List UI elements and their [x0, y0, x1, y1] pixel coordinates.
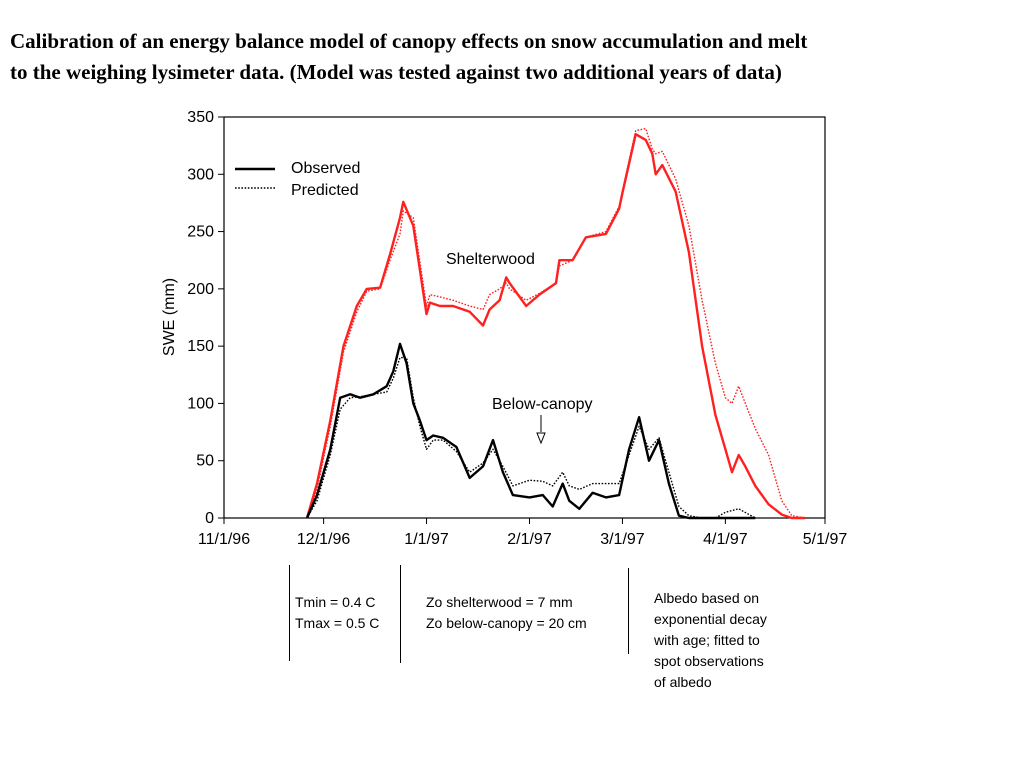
albedo-line-4: spot observations — [654, 653, 764, 669]
y-tick-label: 100 — [187, 395, 214, 412]
x-tick-label: 2/1/97 — [507, 531, 552, 548]
y-axis-label: SWE (mm) — [161, 278, 178, 356]
y-tick-label: 200 — [187, 281, 214, 298]
shelterwood-observed-line — [305, 132, 806, 520]
divider-2 — [400, 565, 401, 663]
y-tick-label: 0 — [205, 510, 214, 527]
albedo-note: Albedo based on exponential decay with a… — [654, 588, 767, 693]
albedo-line-3: with age; fitted to — [654, 632, 760, 648]
legend: Observed Predicted — [235, 160, 360, 199]
swe-chart: 0 50 100 150 200 250 300 350 11/1/96 12/1/96 1/1/… — [161, 109, 847, 548]
zo-below-canopy-text: Zo below-canopy = 20 cm — [426, 615, 587, 631]
tmax-text: Tmax = 0.5 C — [295, 615, 380, 631]
plot-frame — [223, 116, 826, 519]
divider-1 — [289, 565, 290, 661]
shelterwood-predicted-line — [306, 127, 806, 519]
y-tick-label: 250 — [187, 224, 214, 241]
annotation-shelterwood: Shelterwood — [446, 251, 535, 268]
y-axis: 0 50 100 150 200 250 300 350 — [187, 109, 224, 527]
zo-shelterwood-text: Zo shelterwood = 7 mm — [426, 594, 573, 610]
series-group — [305, 127, 806, 520]
below-canopy-observed-line — [305, 342, 756, 520]
legend-observed-label: Observed — [291, 160, 360, 177]
x-tick-label: 5/1/97 — [803, 531, 848, 548]
tmin-text: Tmin = 0.4 C — [295, 594, 376, 610]
legend-predicted-label: Predicted — [291, 182, 359, 199]
albedo-line-2: exponential decay — [654, 611, 767, 627]
y-tick-label: 350 — [187, 109, 214, 126]
x-tick-label: 4/1/97 — [703, 531, 748, 548]
slide-title: Calibration of an energy balance model o… — [10, 26, 1010, 88]
y-tick-label: 150 — [187, 338, 214, 355]
y-tick-label: 300 — [187, 166, 214, 183]
y-tick-label: 50 — [196, 453, 214, 470]
x-tick-label: 11/1/96 — [198, 531, 250, 548]
x-tick-label: 1/1/97 — [404, 531, 449, 548]
annotation-below-canopy: Below-canopy — [492, 396, 593, 413]
x-tick-label: 12/1/96 — [297, 531, 350, 548]
albedo-line-5: of albedo — [654, 674, 712, 690]
albedo-line-1: Albedo based on — [654, 590, 760, 606]
x-tick-label: 3/1/97 — [600, 531, 645, 548]
temperature-note: Tmin = 0.4 C Tmax = 0.5 C — [295, 592, 379, 634]
annotation-arrow-head — [536, 432, 546, 445]
roughness-note: Zo shelterwood = 7 mm Zo below-canopy = … — [426, 592, 587, 634]
x-axis: 11/1/96 12/1/96 1/1/97 2/1/97 3/1/97 4/1/97 5/… — [198, 518, 847, 548]
title-line-1: Calibration of an energy balance model o… — [10, 29, 808, 53]
below-canopy-predicted-line — [306, 356, 756, 519]
divider-3 — [628, 568, 629, 654]
title-line-2: to the weighing lysimeter data. (Model w… — [10, 60, 782, 84]
